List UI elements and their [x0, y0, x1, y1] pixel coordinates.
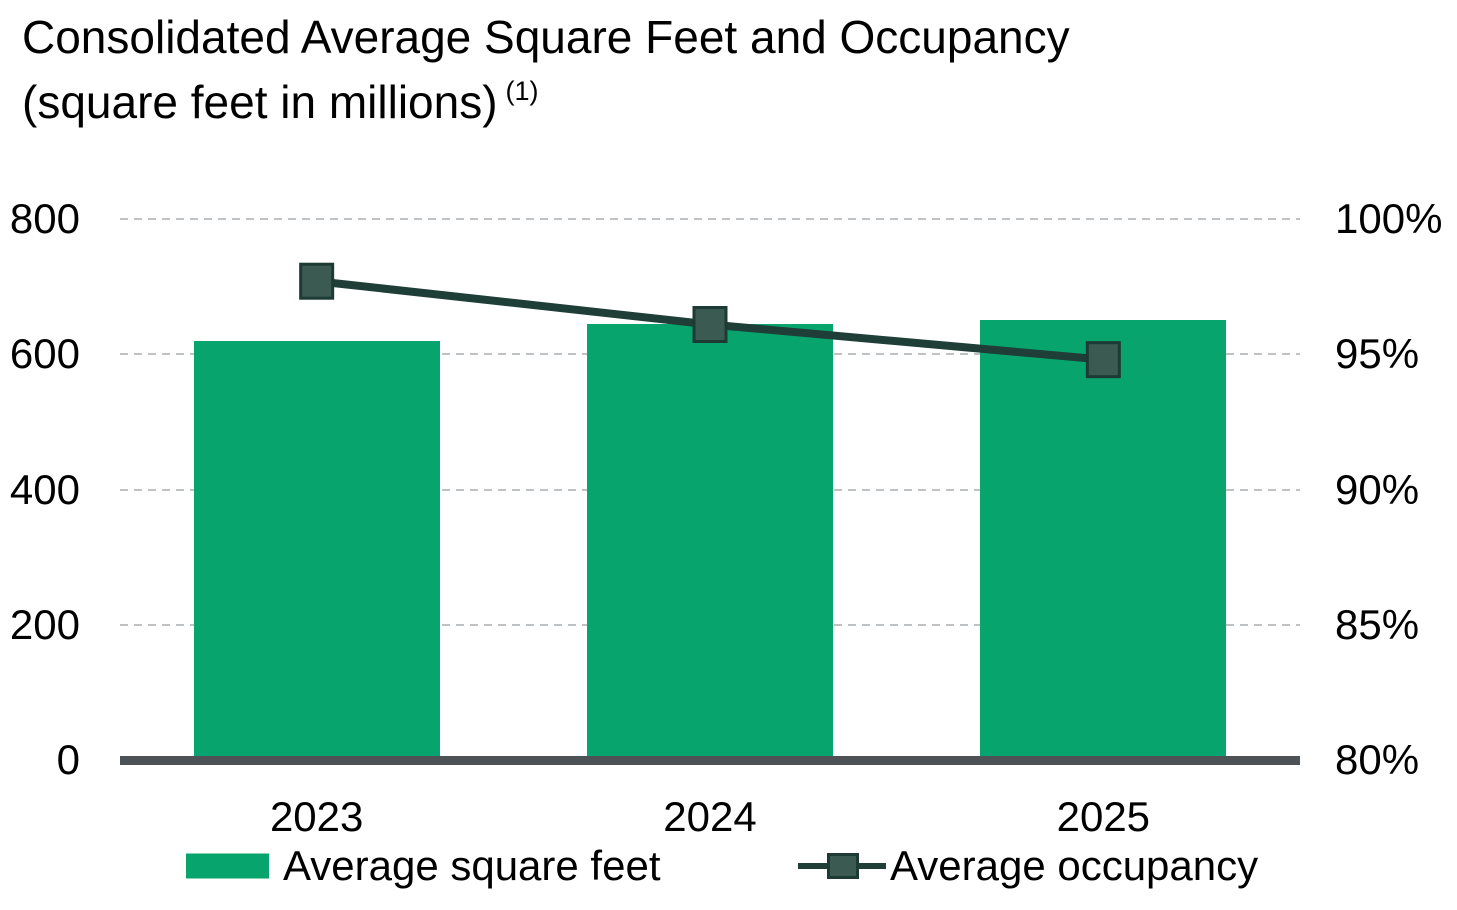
right-axis-tick: 85% — [1335, 600, 1420, 648]
title-subtitle: (square feet in millions) — [22, 76, 498, 128]
chart-title: Consolidated Average Square Feet and Occ… — [22, 10, 1070, 129]
gridline — [120, 218, 1300, 220]
left-axis-tick: 400 — [9, 465, 80, 513]
title-line-2: (square feet in millions) (1) — [22, 64, 1070, 129]
left-axis-tick: 800 — [9, 195, 80, 242]
bar-legend-swatch — [186, 853, 269, 879]
x-label-2023: 2023 — [269, 793, 364, 840]
right-axis-tick: 90% — [1335, 465, 1420, 513]
x-label-2025: 2025 — [1056, 793, 1151, 840]
right-axis-tick: 95% — [1335, 330, 1420, 378]
right-axis-tick: 80% — [1335, 736, 1420, 783]
legend-label-average-square-feet: Average square feet — [283, 842, 661, 889]
left-axis-tick: 0 — [56, 736, 80, 783]
occupancy-marker-2023 — [299, 262, 335, 300]
line-legend-marker-icon — [827, 853, 859, 879]
footnote-marker: (1) — [505, 76, 539, 106]
bar-2023 — [193, 340, 440, 760]
left-axis-tick: 200 — [9, 600, 80, 648]
title-line-1: Consolidated Average Square Feet and Occ… — [22, 11, 1070, 63]
bar-2025 — [980, 320, 1227, 760]
x-axis-line — [120, 756, 1300, 765]
x-label-2024: 2024 — [663, 793, 757, 840]
right-axis-tick: 100% — [1335, 195, 1443, 242]
left-axis-tick: 600 — [9, 330, 80, 378]
bar-2024 — [587, 323, 833, 760]
legend-label-average-occupancy: Average occupancy — [890, 842, 1259, 889]
